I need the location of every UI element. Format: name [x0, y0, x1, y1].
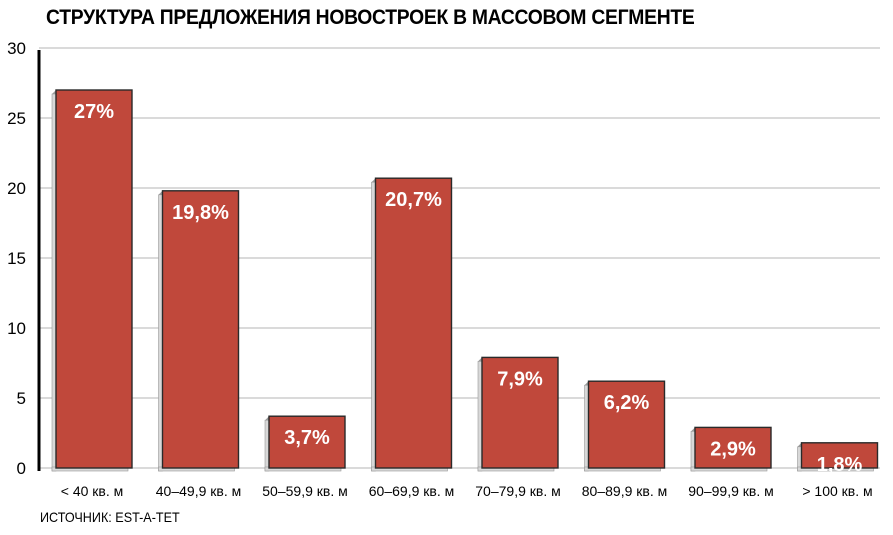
x-category-label: 40–49,9 кв. м: [156, 483, 241, 499]
y-axis-ticks: 0 5 10 15 20 25 30: [7, 39, 26, 478]
y-tick-label: 30: [7, 39, 26, 58]
data-label: 6,2%: [604, 392, 650, 414]
bar: [481, 356, 559, 469]
data-label: 1,8%: [817, 454, 863, 476]
x-category-label: > 100 кв. м: [802, 483, 872, 499]
bars: [51, 89, 879, 472]
bar: [694, 426, 772, 469]
y-tick-label: 0: [17, 459, 26, 478]
y-tick-label: 25: [7, 109, 26, 128]
data-label: 20,7%: [385, 189, 442, 211]
x-category-label: 90–99,9 кв. м: [688, 483, 773, 499]
chart-title: СТРУКТУРА ПРЕДЛОЖЕНИЯ НОВОСТРОЕК В МАССО…: [46, 6, 695, 29]
data-label: 19,8%: [172, 202, 229, 224]
data-label: 2,9%: [710, 438, 756, 460]
data-label: 27%: [74, 101, 114, 123]
data-label: 7,9%: [497, 368, 543, 390]
x-axis-categories: < 40 кв. м 40–49,9 кв. м 50–59,9 кв. м 60–6…: [61, 483, 873, 499]
bar: [268, 415, 346, 469]
x-category-label: 50–59,9 кв. м: [262, 483, 347, 499]
bar: [161, 190, 240, 469]
chart-source: ИСТОЧНИК: EST-A-TET: [40, 509, 180, 525]
y-tick-label: 5: [17, 389, 26, 408]
bar: [55, 89, 133, 469]
bar: [374, 177, 453, 469]
x-category-label: 80–89,9 кв. м: [582, 483, 667, 499]
data-labels: 27% 19,8% 3,7% 20,7% 7,9% 6,2% 2,9% 1,8%: [74, 101, 863, 476]
y-tick-label: 20: [7, 179, 26, 198]
bar: [800, 442, 879, 469]
x-category-label: < 40 кв. м: [61, 483, 124, 499]
y-tick-label: 10: [7, 319, 26, 338]
y-tick-label: 15: [7, 249, 26, 268]
data-label: 3,7%: [284, 427, 330, 449]
x-category-label: 60–69,9 кв. м: [369, 483, 454, 499]
x-category-label: 70–79,9 кв. м: [475, 483, 560, 499]
bar: [587, 380, 666, 469]
